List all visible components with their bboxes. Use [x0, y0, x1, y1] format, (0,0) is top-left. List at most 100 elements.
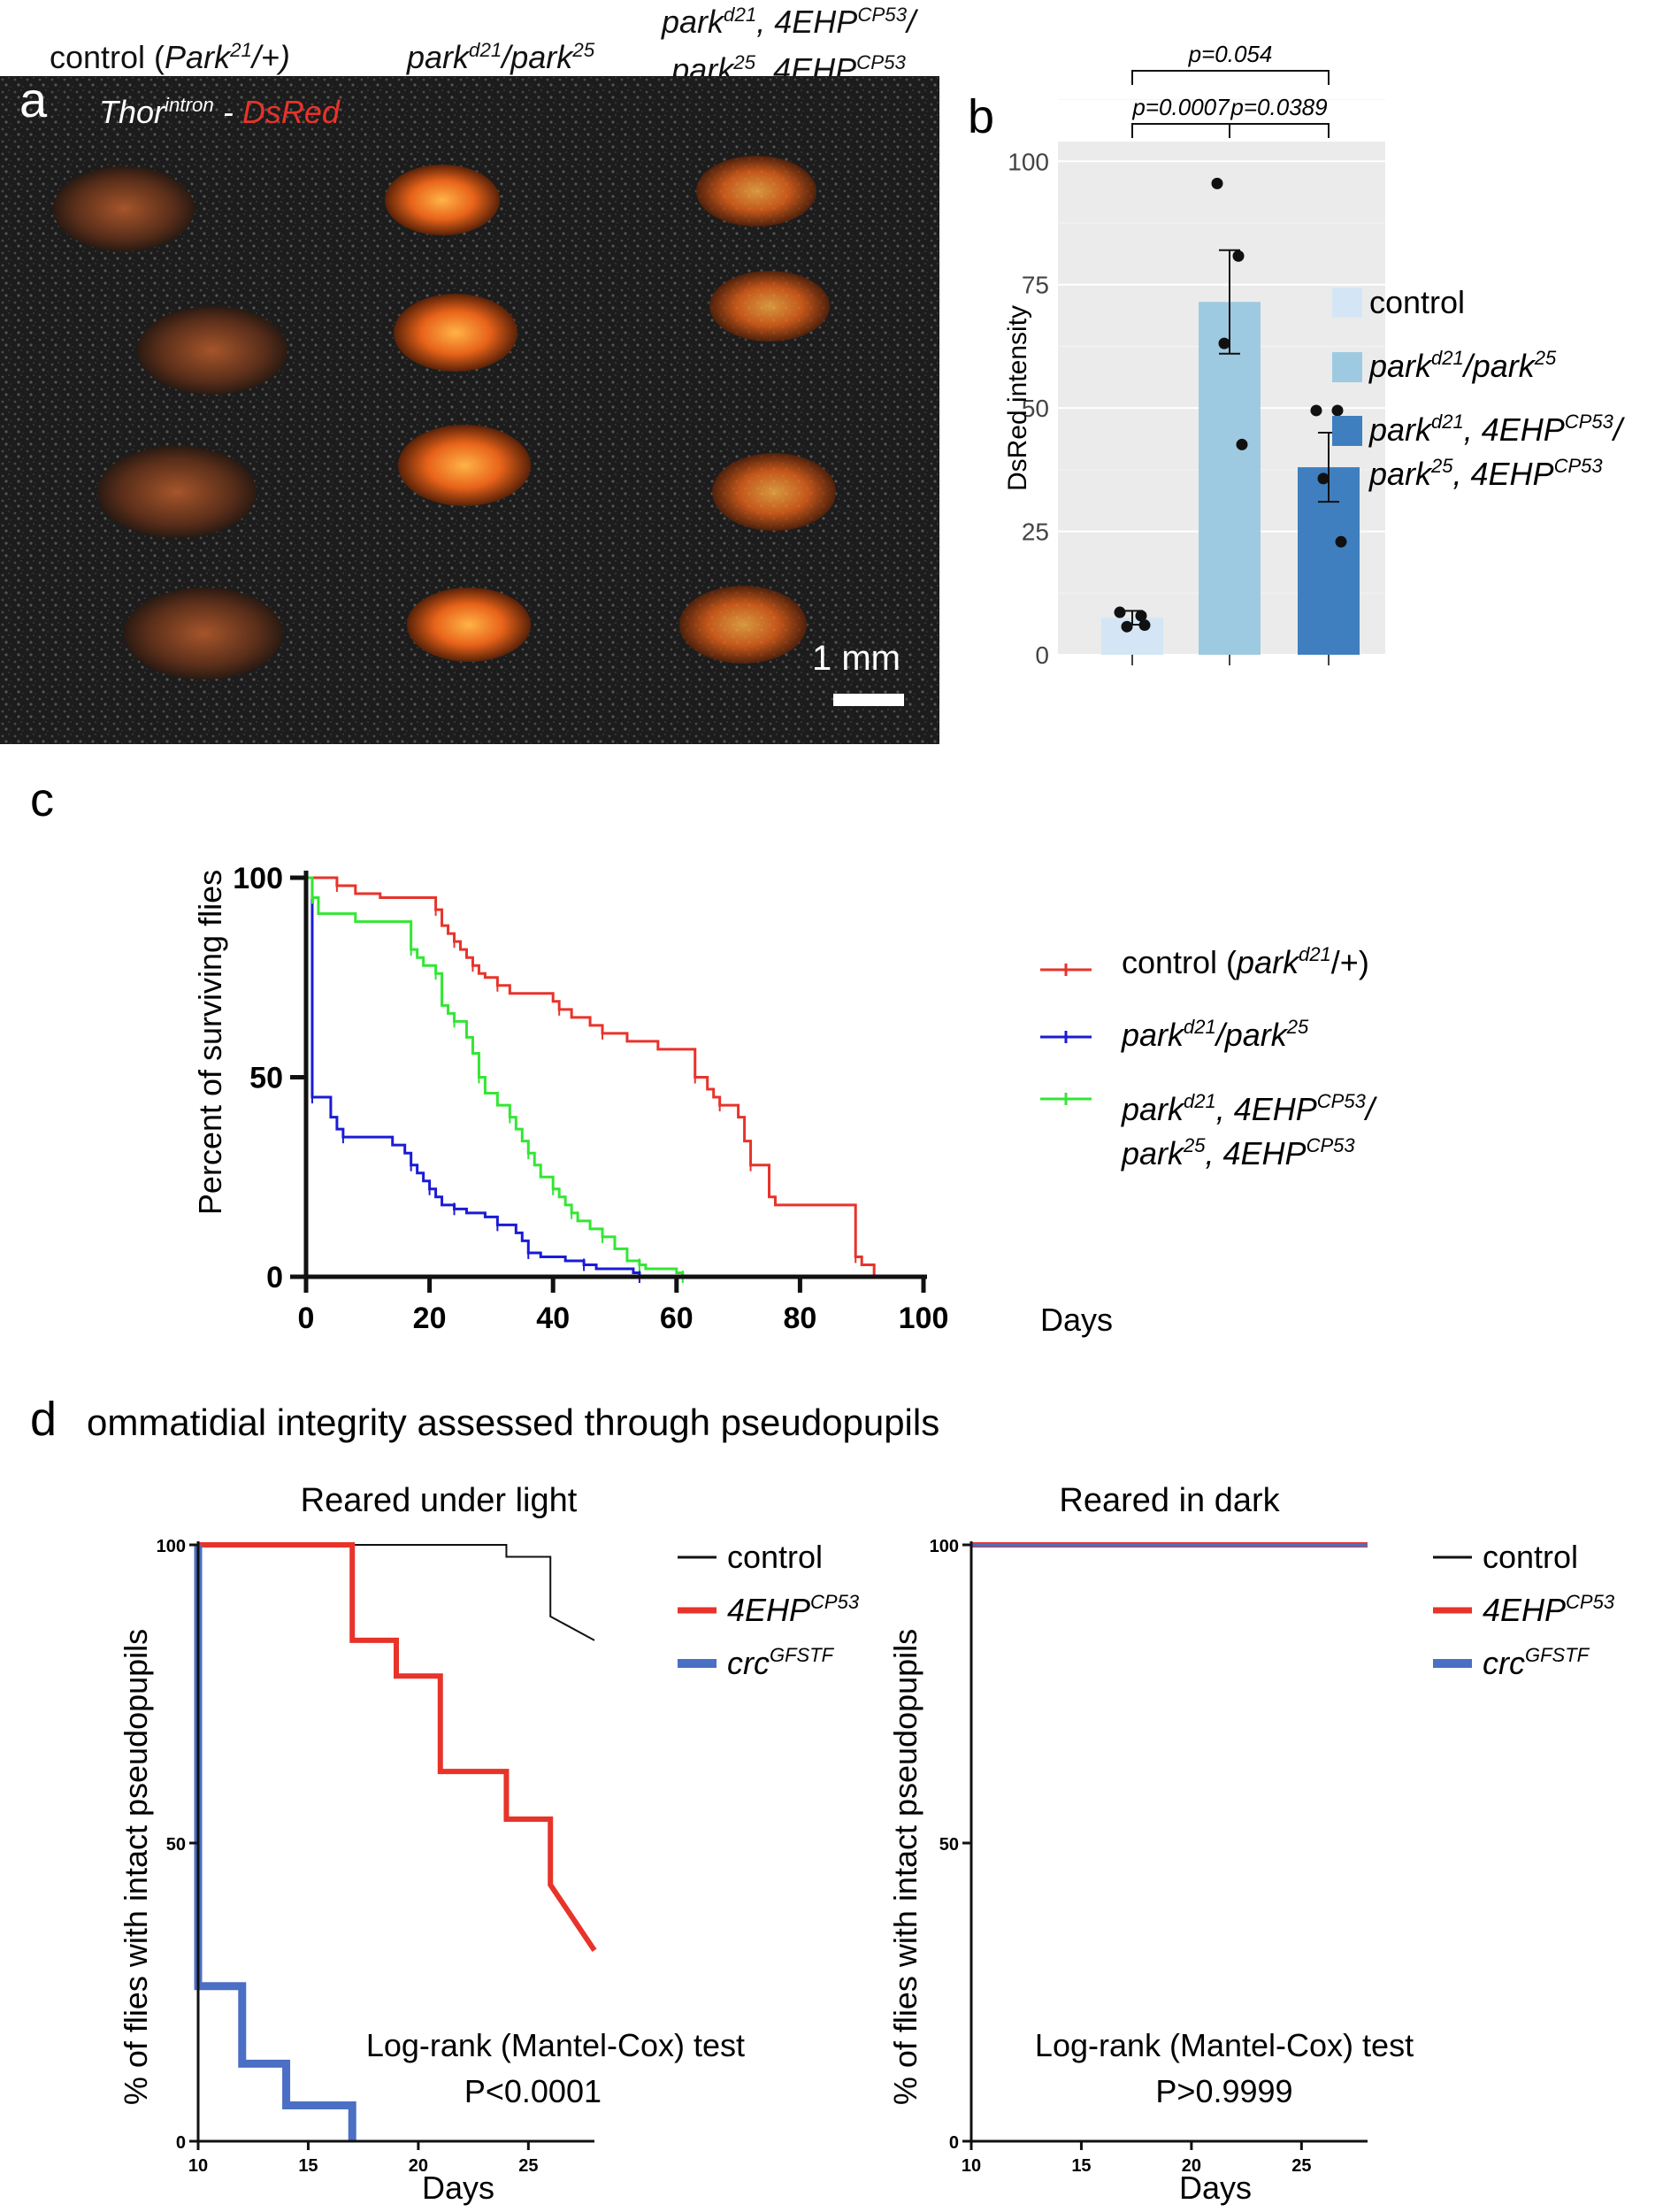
survival-curve	[306, 876, 876, 1277]
y-tick-label: 50	[939, 1835, 959, 1855]
label-part: 25	[1286, 1016, 1309, 1038]
label-part: d21	[1431, 411, 1464, 433]
dark-axes: 0 50 100 10 15 20 25	[930, 1537, 1368, 2176]
label-part: park	[1368, 348, 1433, 384]
fly	[709, 271, 830, 342]
significance-brackets: p=0.0007 p=0.0389 p=0.054	[1131, 41, 1330, 138]
label-part: /+)	[1331, 944, 1369, 980]
light-axes: 0 50 100 10 15 20 25	[157, 1537, 594, 2176]
legend-label-control: control	[1369, 284, 1465, 320]
label-part: d21	[724, 4, 757, 26]
legend-label-control: control	[1483, 1539, 1578, 1575]
legend-swatch-rescue	[1332, 416, 1362, 446]
panel-letter-a: a	[19, 76, 48, 127]
data-point	[1232, 250, 1245, 262]
legend-label-crc: crcGFSTF	[727, 1644, 835, 1681]
label-part: , 4EHP	[1216, 1091, 1317, 1127]
column-label-park: parkd21/park25	[407, 39, 594, 76]
label-part: crc	[1483, 1645, 1525, 1681]
x-tick-label: 10	[962, 2156, 981, 2176]
legend-dark: control 4EHPCP53 crcGFSTF	[1433, 1539, 1615, 1681]
label-part: CP53	[1554, 455, 1604, 477]
x-tick-label: 25	[518, 2156, 538, 2176]
data-point	[1236, 438, 1248, 450]
legend-swatch-park	[1332, 352, 1362, 382]
x-tick-label: 25	[1291, 2156, 1311, 2176]
panel-b-chart: b 0 25 50 75 100 p=0.0007 p=0.0389 p=0.054 DsR…	[968, 41, 1626, 669]
chart-title-dark: Reared in dark	[1059, 1482, 1280, 1519]
scale-bar	[833, 694, 904, 706]
y-axis-label-light: % of flies with intact pseudopupils	[118, 1629, 154, 2105]
label-part: intron	[165, 94, 214, 116]
label-part: park	[1121, 1017, 1185, 1053]
label-part: control (	[50, 39, 165, 75]
label-part: /+)	[251, 39, 290, 75]
legend-label-4ehp: 4EHPCP53	[1483, 1591, 1615, 1628]
data-point	[1310, 404, 1322, 417]
y-tick-label: 0	[949, 2133, 959, 2153]
fly	[385, 165, 500, 235]
label-part: DsRed	[241, 94, 340, 130]
park-flies	[385, 165, 531, 662]
panel-c-chart: c 0 50 100 0 20 40 60 80 100 Percent of survivin…	[30, 773, 1378, 1338]
column-label-rescue-line1: parkd21, 4EHPCP53/	[662, 0, 916, 42]
label-part: 25	[572, 39, 595, 61]
label-part: /	[907, 4, 916, 40]
label-part: park	[1121, 1091, 1185, 1127]
label-part: d21	[1184, 1016, 1216, 1038]
y-tick-label: 50	[166, 1835, 186, 1855]
label-part: park	[662, 4, 724, 40]
x-tick-label: 10	[188, 2156, 208, 2176]
fly-fluorescence-photo: a Thorintron - DsRed 1 mm	[0, 76, 939, 744]
x-tick-label: 0	[298, 1302, 315, 1335]
pseudopupil-curve	[198, 1544, 595, 1641]
y-axis-label: DsRed intensity	[1003, 305, 1032, 491]
annotation-light-line2: P<0.0001	[464, 2073, 602, 2109]
label-part: Park	[165, 39, 231, 75]
x-tick-label: 15	[1071, 2156, 1091, 2176]
label-part: Thor	[99, 94, 165, 130]
annotation-dark-line2: P>0.9999	[1155, 2073, 1292, 2109]
data-point	[1331, 404, 1344, 417]
legend-label-rescue-line2: park25, 4EHPCP53	[1121, 1134, 1355, 1171]
fly	[137, 306, 287, 395]
x-tick-label: 20	[1182, 2156, 1201, 2176]
y-tick-label: 100	[1008, 148, 1049, 175]
panel-letter-b: b	[968, 90, 994, 143]
legend-label-rescue-line1: parkd21, 4EHPCP53/	[1368, 411, 1626, 448]
data-point	[1211, 177, 1223, 189]
label-part: park	[1236, 944, 1300, 980]
y-tick-label: 50	[1022, 395, 1049, 422]
bracket	[1229, 123, 1330, 138]
label-part: /park	[502, 39, 573, 75]
legend-label-rescue-line1: parkd21, 4EHPCP53/	[1121, 1090, 1378, 1127]
fly	[696, 156, 816, 227]
label-part: /	[1363, 1091, 1378, 1127]
axes: 0 50 100 0 20 40 60 80 100	[233, 862, 948, 1335]
y-tick-label: 0	[1035, 641, 1049, 669]
label-part: CP53	[1317, 1090, 1367, 1112]
x-axis-label: Days	[1040, 1302, 1113, 1338]
label-part: park	[1121, 1135, 1185, 1171]
legend-label-park: parkd21/park25	[1121, 1016, 1309, 1053]
p-value-label: p=0.054	[1188, 41, 1273, 67]
y-axis-label-dark: % of flies with intact pseudopupils	[887, 1629, 923, 2105]
panel-letter-d: d	[30, 1393, 57, 1446]
label-part: park	[407, 39, 470, 75]
data-point	[1218, 337, 1230, 349]
data-point	[1138, 619, 1151, 632]
legend-label-crc: crcGFSTF	[1483, 1644, 1590, 1681]
x-ticks	[1131, 655, 1330, 665]
y-tick-label: 0	[176, 2133, 186, 2153]
survival-curves	[306, 876, 876, 1283]
label-part: /park	[1214, 1017, 1289, 1053]
y-tick-label: 100	[233, 862, 283, 895]
data-point	[1317, 472, 1330, 485]
fly	[679, 586, 807, 664]
rescue-flies	[679, 156, 836, 664]
legend-light: control 4EHPCP53 crcGFSTF	[678, 1539, 860, 1681]
legend-label-park: parkd21/park25	[1368, 347, 1557, 384]
x-tick-label: 20	[413, 1302, 447, 1335]
label-part: 25	[733, 51, 756, 73]
fly	[124, 588, 283, 680]
